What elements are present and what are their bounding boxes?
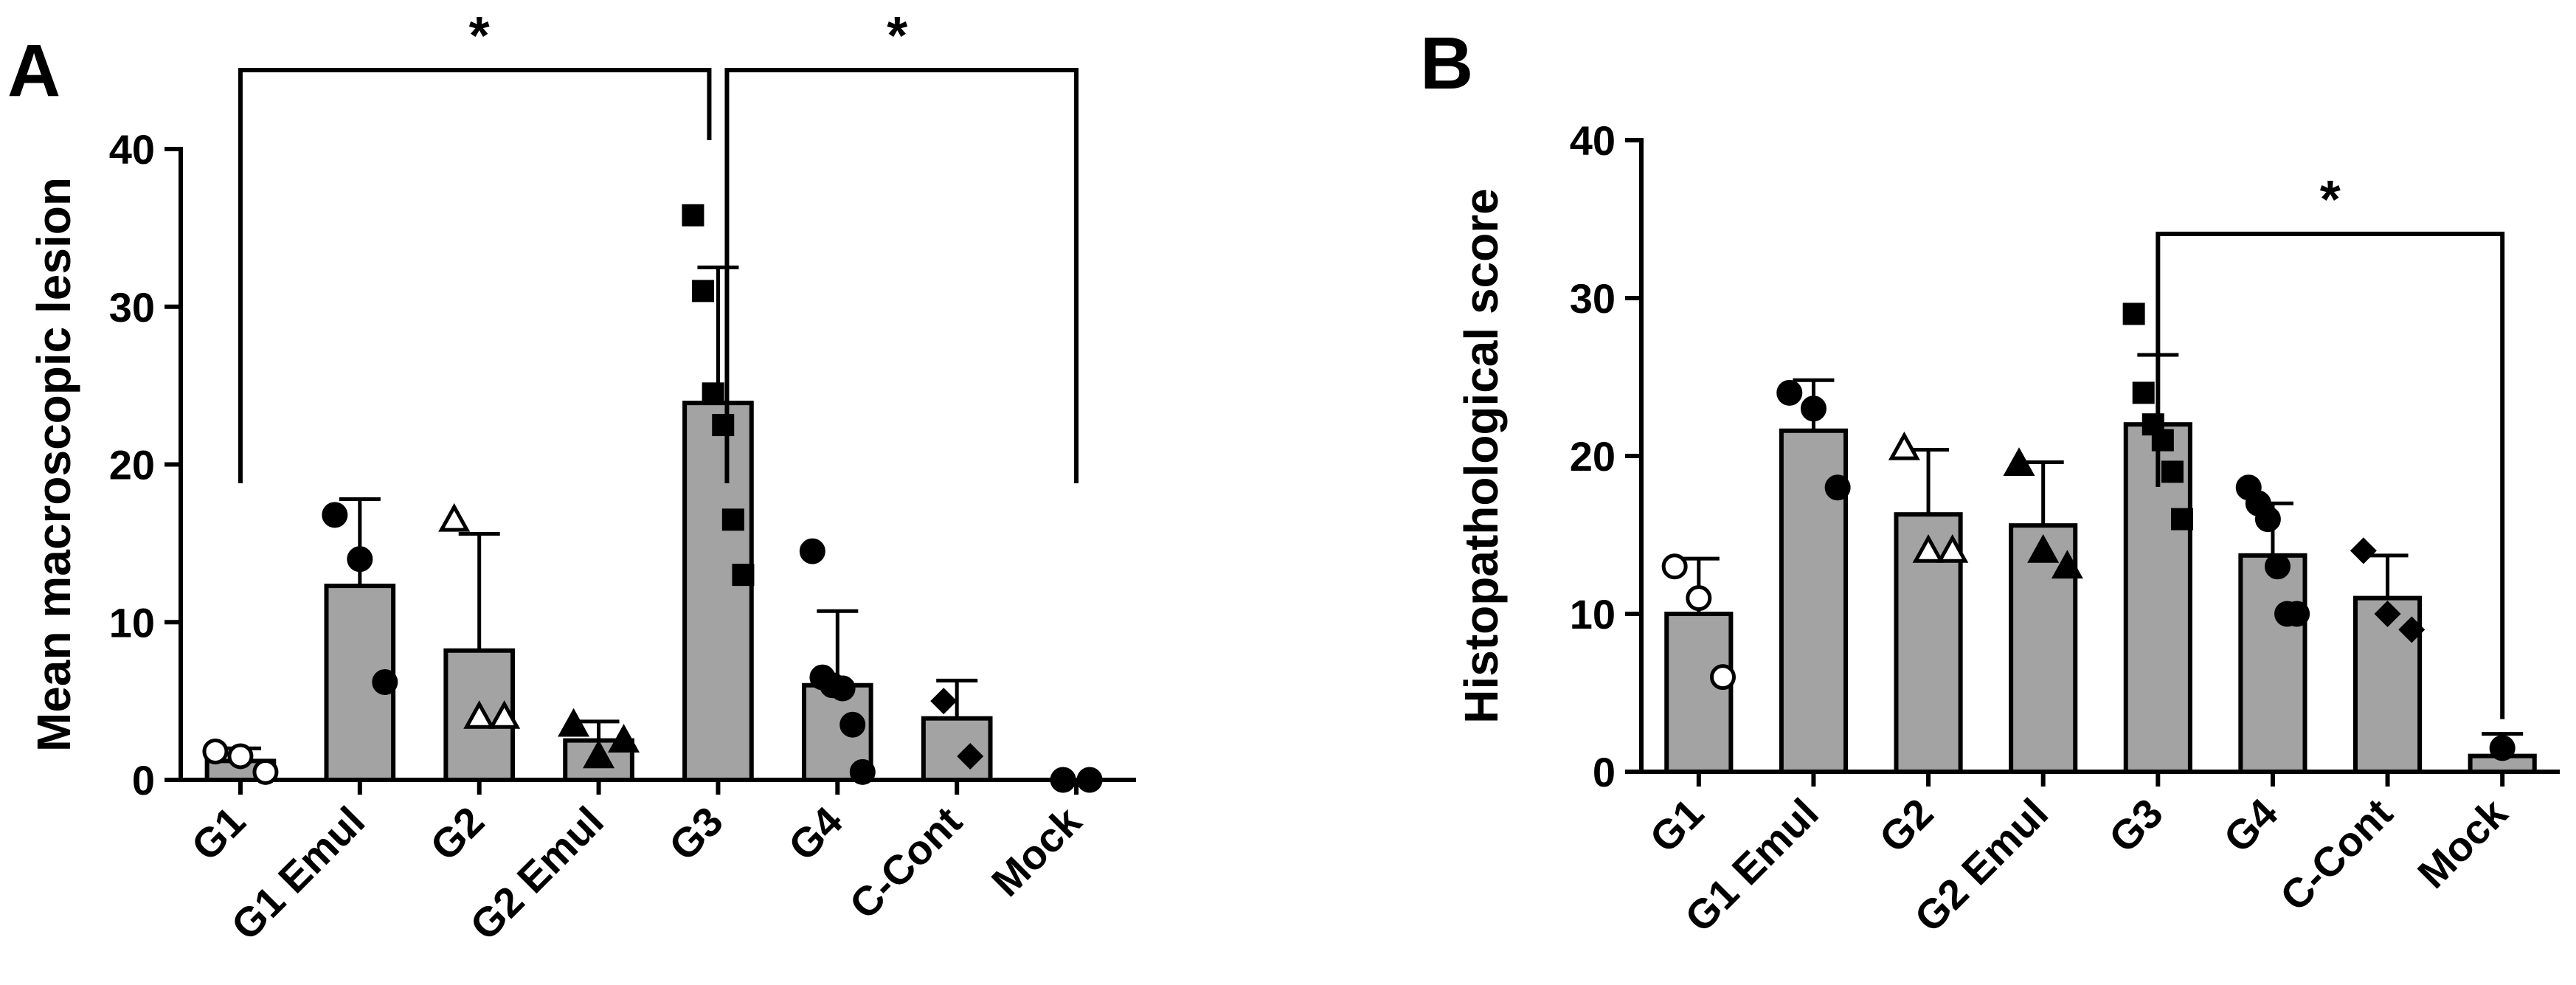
data-point	[558, 708, 590, 737]
data-point	[1709, 664, 1736, 691]
data-point	[682, 204, 704, 227]
significance-bracket	[2156, 232, 2505, 719]
x-tick-label: C-Cont	[2271, 789, 2401, 919]
data-point	[829, 675, 856, 702]
data-point	[839, 711, 866, 738]
y-tick-label: 30	[1570, 275, 1616, 322]
data-point	[1076, 767, 1103, 793]
data-point	[721, 508, 744, 531]
x-tick-label: G3	[660, 798, 732, 869]
significance-bracket	[724, 68, 1079, 483]
bar	[682, 401, 754, 782]
data-point	[227, 743, 254, 770]
y-tick-label: 0	[132, 757, 155, 803]
significance-bracket	[238, 68, 712, 483]
y-tick-label: 20	[109, 442, 155, 488]
data-point	[2489, 735, 2516, 761]
data-point	[732, 564, 755, 587]
x-tick-label: G1	[182, 798, 254, 869]
data-point	[957, 742, 984, 770]
bar	[1664, 612, 1734, 774]
data-point	[702, 382, 724, 405]
data-point	[2170, 508, 2193, 530]
bar	[2238, 553, 2307, 774]
panel-label: B	[1420, 22, 1473, 105]
data-point	[799, 538, 825, 564]
x-tick-label: G2	[1870, 789, 1942, 861]
data-point	[849, 758, 876, 785]
y-tick-label: 10	[109, 599, 155, 646]
x-tick-label: C-Cont	[840, 798, 970, 927]
data-point	[2122, 303, 2145, 325]
data-point	[438, 502, 471, 532]
data-point	[2374, 601, 2401, 627]
x-tick-label: G3	[2099, 789, 2171, 861]
data-point	[1686, 585, 1712, 612]
data-point	[608, 724, 640, 753]
data-point	[202, 739, 229, 765]
significance-star: *	[469, 7, 490, 66]
data-point	[2027, 534, 2060, 563]
data-point	[1936, 534, 1969, 563]
data-point	[2264, 553, 2291, 580]
data-point	[322, 502, 348, 528]
data-point	[712, 414, 735, 437]
data-point	[2003, 447, 2035, 476]
x-tick-label: G2	[421, 798, 493, 869]
data-point	[2051, 550, 2083, 579]
x-tick-label: G1 Emul	[222, 798, 373, 949]
data-point	[2254, 506, 2281, 533]
data-point	[1888, 431, 1920, 460]
data-point	[2284, 601, 2310, 627]
x-tick-label: G4	[2215, 789, 2286, 861]
data-point	[372, 668, 398, 695]
data-point	[2350, 537, 2377, 564]
data-point	[2151, 429, 2174, 452]
significance-star: *	[2320, 170, 2341, 229]
y-tick-label: 20	[1570, 433, 1616, 480]
y-tick-label: 10	[1570, 591, 1616, 637]
data-point	[463, 700, 496, 729]
data-point	[2398, 616, 2426, 643]
x-tick-label: Mock	[2409, 789, 2516, 896]
data-point	[1050, 767, 1076, 793]
x-tick-label: G1	[1641, 789, 1712, 861]
x-tick-label: Mock	[983, 797, 1090, 905]
y-tick-label: 0	[1593, 749, 1616, 795]
data-point	[692, 280, 715, 303]
x-tick-label: G2 Emul	[461, 798, 612, 949]
data-point	[930, 688, 958, 715]
data-point	[1824, 474, 1851, 501]
data-point	[583, 739, 615, 769]
x-tick-label: G4	[779, 798, 851, 869]
y-axis-label: Mean macroscopic lesion	[27, 177, 80, 752]
data-point	[347, 546, 373, 573]
panel-label: A	[7, 30, 60, 112]
y-axis-label: Histopathological score	[1455, 188, 1508, 723]
y-tick-label: 40	[109, 126, 155, 173]
data-point	[1912, 534, 1945, 563]
data-point	[2132, 381, 2155, 404]
data-point	[1776, 379, 1803, 406]
data-point	[2161, 460, 2184, 483]
y-tick-label: 40	[1570, 117, 1616, 164]
y-tick-label: 30	[109, 284, 155, 331]
bar	[921, 716, 993, 783]
data-point	[488, 700, 521, 729]
data-point	[1800, 395, 1827, 422]
data-point	[1661, 553, 1688, 580]
significance-star: *	[887, 7, 907, 66]
data-point	[252, 758, 279, 785]
